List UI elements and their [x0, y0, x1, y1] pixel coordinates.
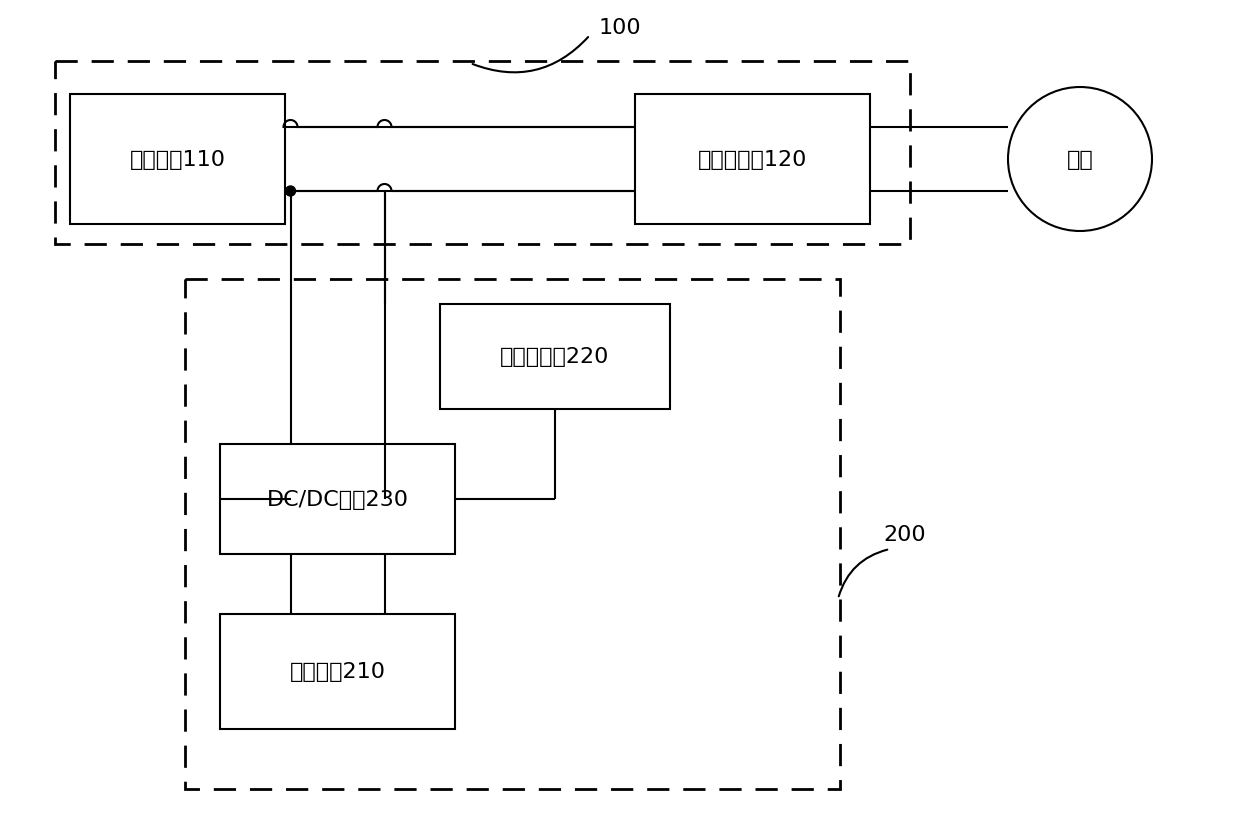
Bar — [219, 444, 455, 554]
Bar — [69, 95, 285, 225]
Text: 储能电池210: 储能电池210 — [289, 662, 386, 681]
Text: DC/DC模块230: DC/DC模块230 — [267, 490, 408, 509]
Circle shape — [285, 187, 295, 197]
Text: 电流传感器220: 电流传感器220 — [500, 347, 610, 367]
Bar — [219, 614, 455, 729]
Bar — [185, 280, 839, 789]
Circle shape — [1008, 88, 1152, 232]
Text: 200: 200 — [884, 524, 926, 544]
Text: 电网: 电网 — [1066, 150, 1094, 170]
Bar — [55, 62, 910, 245]
Bar — [440, 304, 670, 409]
Text: 光伏面板110: 光伏面板110 — [129, 150, 226, 170]
Bar — [635, 95, 870, 225]
Text: 光伏逆变器120: 光伏逆变器120 — [698, 150, 807, 170]
Text: 100: 100 — [599, 18, 641, 38]
